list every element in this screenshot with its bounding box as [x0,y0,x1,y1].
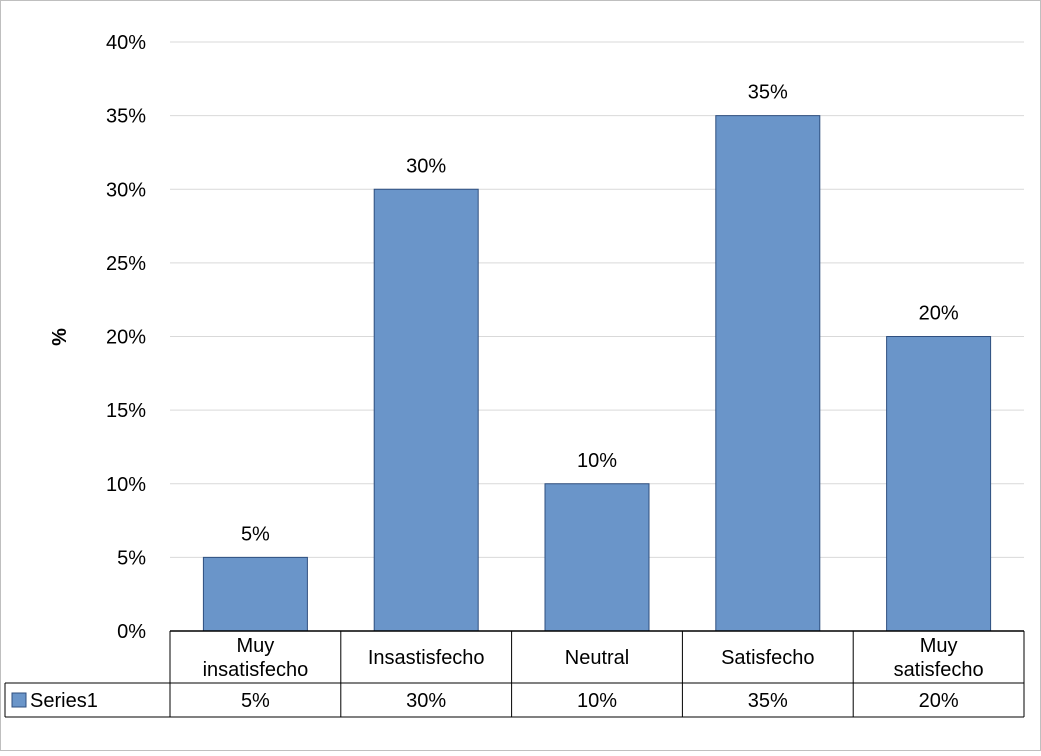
bar [886,336,992,632]
legend-swatch [11,692,27,708]
category-label: Insastisfecho [368,647,485,669]
y-axis-label: % [49,328,71,346]
category-label: Neutral [565,647,629,669]
category-label: insatisfecho [203,659,309,681]
y-tick-label: 0% [117,621,146,643]
y-tick-label: 15% [106,400,146,422]
bar [544,483,650,632]
table-value: 30% [406,690,446,712]
category-label: satisfecho [894,659,984,681]
data-label: 35% [748,82,788,104]
data-label: 5% [241,523,270,545]
gridlines [170,41,1024,558]
y-tick-label: 35% [106,106,146,128]
y-axis-ticks: 0% 5% 10% 15% 20% 25% 30% 35% 40% [106,32,146,643]
y-tick-label: 30% [106,179,146,201]
data-label: 30% [406,155,446,177]
legend-series-name: Series1 [30,690,98,712]
bar [202,556,308,632]
y-tick-label: 20% [106,327,146,349]
y-tick-label: 5% [117,547,146,569]
table-value: 20% [919,690,959,712]
table-value: 10% [577,690,617,712]
bar [715,115,821,632]
data-label: 10% [577,450,617,472]
data-label: 20% [919,303,959,325]
table-value: 35% [748,690,788,712]
category-label: Satisfecho [721,647,814,669]
data-labels: 5% 30% 10% 35% 20% [241,82,959,546]
table-value: 5% [241,690,270,712]
bars [202,115,992,632]
bar [373,188,479,632]
y-tick-label: 40% [106,32,146,54]
y-tick-label: 10% [106,474,146,496]
category-label: Muy [237,635,275,657]
y-tick-label: 25% [106,253,146,275]
category-label: Muy [920,635,958,657]
